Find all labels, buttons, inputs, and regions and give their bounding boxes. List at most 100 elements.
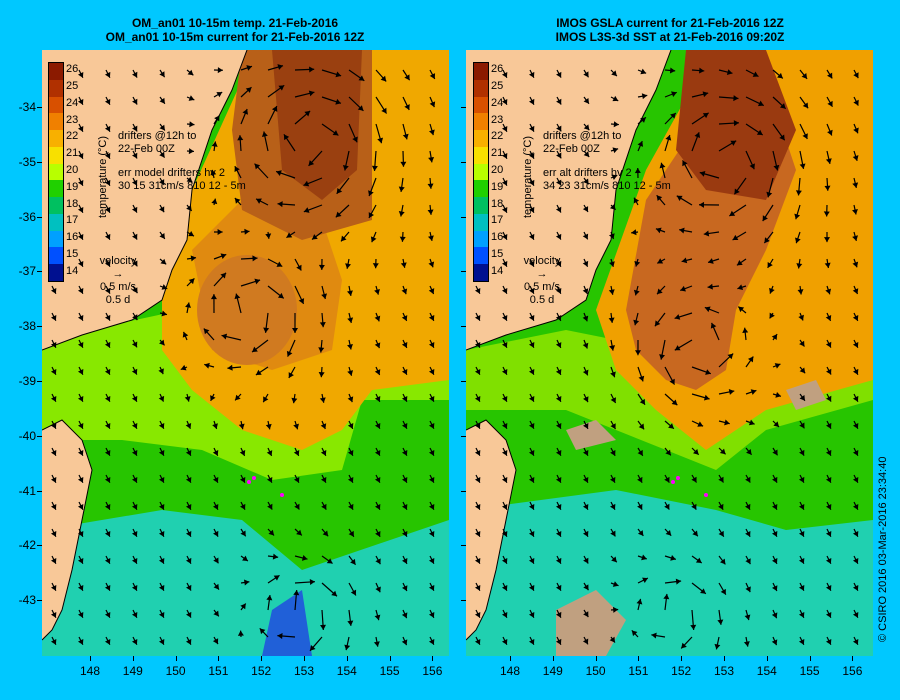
velocity-arrowhead xyxy=(797,289,804,295)
velocity-arrowhead xyxy=(582,476,589,483)
velocity-arrowhead xyxy=(852,476,859,483)
velocity-legend-speed: 0.5 m/s xyxy=(99,281,137,293)
velocity-arrowhead xyxy=(272,553,279,560)
velocity-arrowhead xyxy=(212,423,218,429)
velocity-arrowhead xyxy=(694,132,701,139)
velocity-arrowhead xyxy=(555,233,562,240)
velocity-arrowhead xyxy=(802,102,809,109)
velocity-arrowhead xyxy=(613,121,619,128)
velocity-arrowhead xyxy=(612,95,619,102)
colorbar-tick-label: 14 xyxy=(491,264,504,277)
velocity-arrowhead xyxy=(304,110,311,117)
velocity-arrowhead xyxy=(267,503,273,510)
velocity-arrowhead xyxy=(609,204,616,210)
velocity-arrowhead xyxy=(528,611,535,618)
velocity-arrowhead xyxy=(188,230,194,237)
velocity-arrowhead xyxy=(637,530,644,536)
velocity-arrowhead xyxy=(718,530,724,537)
velocity-arrowhead xyxy=(775,392,781,398)
velocity-arrowhead xyxy=(474,638,481,645)
velocity-arrowhead xyxy=(718,503,724,510)
velocity-arrowhead xyxy=(474,395,481,402)
lat-tick xyxy=(461,490,466,492)
velocity-arrowhead xyxy=(50,395,57,402)
velocity-arrowhead xyxy=(756,129,763,136)
colorbar-swatch xyxy=(474,130,488,147)
velocity-arrowhead xyxy=(189,121,195,128)
right-drifters-note: drifters @12h to 22-Feb 00Z xyxy=(543,130,621,156)
velocity-arrowhead xyxy=(695,557,702,563)
velocity-arrowhead xyxy=(732,234,739,241)
velocity-arrowhead xyxy=(583,396,589,403)
velocity-arrowhead xyxy=(733,95,739,102)
velocity-arrowhead xyxy=(104,125,111,132)
velocity-arrowhead xyxy=(852,208,858,215)
velocity-arrowhead xyxy=(745,503,751,510)
velocity-arrowhead xyxy=(161,310,167,317)
velocity-arrowhead xyxy=(50,584,57,591)
velocity-arrowhead xyxy=(670,113,676,119)
velocity-arrowhead xyxy=(771,503,778,510)
velocity-arrowhead xyxy=(657,288,663,295)
velocity-arrowhead xyxy=(185,422,192,429)
lat-tick-label: -38 xyxy=(18,319,36,334)
left-drifters-line2: 22-Feb 00Z xyxy=(118,143,175,155)
lon-tick xyxy=(218,656,220,661)
velocity-arrowhead xyxy=(852,449,859,456)
right-map-svg xyxy=(466,50,873,656)
velocity-arrowhead xyxy=(771,530,778,537)
velocity-arrowhead xyxy=(371,165,378,171)
velocity-arrowhead xyxy=(308,90,315,97)
velocity-arrowhead xyxy=(779,103,786,109)
velocity-arrowhead xyxy=(263,396,269,403)
velocity-arrowhead xyxy=(799,367,806,374)
velocity-arrowhead xyxy=(273,575,280,581)
velocity-arrowhead xyxy=(104,260,111,267)
velocity-arrowhead xyxy=(319,321,326,328)
lon-tick-label: 148 xyxy=(79,664,101,678)
velocity-arrowhead xyxy=(555,449,562,456)
velocity-arrowhead xyxy=(501,449,508,456)
velocity-arrowhead xyxy=(501,476,508,483)
velocity-arrowhead xyxy=(131,503,138,510)
velocity-arrowhead xyxy=(823,211,830,217)
velocity-arrowhead xyxy=(501,638,508,645)
velocity-arrowhead xyxy=(528,368,535,375)
velocity-arrowhead xyxy=(212,449,219,456)
colorbar-tick-label: 23 xyxy=(66,113,79,126)
velocity-arrowhead xyxy=(528,125,535,132)
velocity-arrowhead xyxy=(825,158,832,164)
velocity-arrowhead xyxy=(217,67,223,74)
velocity-arrowhead xyxy=(238,423,245,430)
velocity-arrowhead xyxy=(357,105,364,111)
velocity-arrowhead xyxy=(50,530,57,537)
velocity-arrowhead xyxy=(345,263,352,269)
lat-tick xyxy=(461,381,466,382)
velocity-arrowhead xyxy=(104,314,111,321)
velocity-arrowhead xyxy=(690,624,697,630)
colorbar-swatch xyxy=(49,130,63,147)
velocity-arrowhead xyxy=(212,503,219,510)
colorbar-swatch xyxy=(49,79,63,97)
velocity-arrowhead xyxy=(555,638,562,645)
velocity-arrowhead xyxy=(50,287,57,294)
velocity-arrowhead xyxy=(779,134,785,141)
velocity-arrowhead xyxy=(244,228,250,235)
velocity-arrowhead xyxy=(185,557,192,564)
lon-tick xyxy=(852,656,854,661)
velocity-arrowhead xyxy=(293,450,300,456)
velocity-arrowhead xyxy=(501,314,508,321)
lon-tick-label: 154 xyxy=(336,664,357,678)
right-err-line1: err alt drifters hv 2 xyxy=(543,167,632,179)
velocity-arrowhead xyxy=(131,530,138,537)
velocity-arrowhead xyxy=(798,584,805,591)
colorbar-tick-label: 23 xyxy=(491,113,504,126)
velocity-arrowhead xyxy=(750,389,757,395)
velocity-arrowhead xyxy=(826,368,832,375)
velocity-arrowhead xyxy=(428,368,435,375)
velocity-arrowhead xyxy=(255,369,262,376)
velocity-arrowhead xyxy=(583,151,590,157)
right-colorbar-title: temperature (°C) xyxy=(522,135,534,218)
velocity-arrowhead xyxy=(697,421,704,427)
velocity-arrowhead xyxy=(428,638,435,645)
